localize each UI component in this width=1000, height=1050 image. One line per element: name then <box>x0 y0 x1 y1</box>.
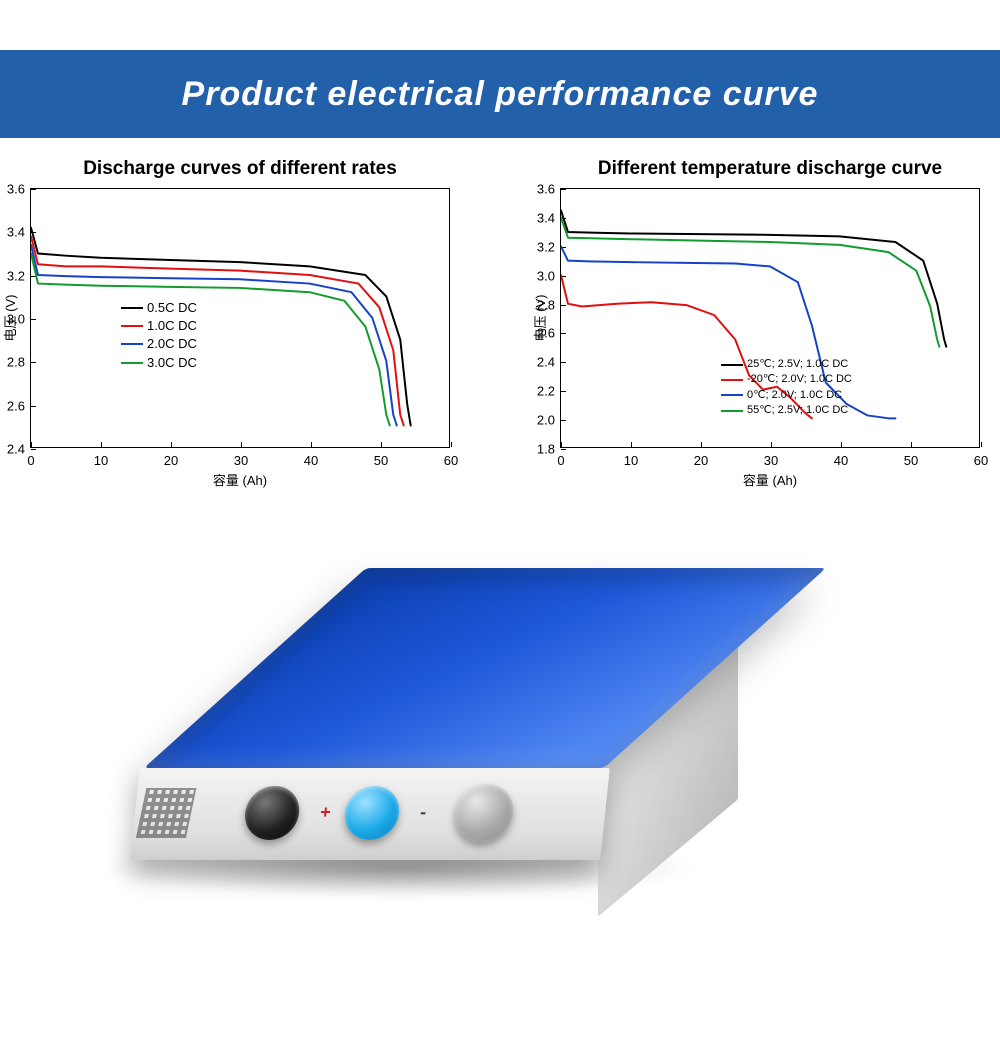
temperature-chart: 1.82.02.22.42.62.83.03.23.43.60102030405… <box>560 188 980 448</box>
temperature-chart-panel: Different temperature discharge curve 1.… <box>560 158 980 448</box>
y-tick-label: 2.8 <box>7 355 31 370</box>
x-tick-label: 60 <box>974 447 988 468</box>
y-tick-label: 3.6 <box>7 182 31 197</box>
x-axis-label: 容量 (Ah) <box>213 470 267 489</box>
data-series-line <box>31 236 404 425</box>
y-tick-label: 3.6 <box>537 182 561 197</box>
x-tick-label: 20 <box>694 447 708 468</box>
temperature-chart-title: Different temperature discharge curve <box>598 158 942 180</box>
legend-swatch <box>121 325 143 327</box>
x-tick-label: 40 <box>304 447 318 468</box>
legend-item: 25℃; 2.5V; 1.0C DC <box>721 357 852 372</box>
legend-label: -20℃; 2.0V; 1.0C DC <box>747 372 852 387</box>
x-tick-label: 0 <box>557 447 564 468</box>
legend-item: 3.0C DC <box>121 354 197 372</box>
battery-vent-cap <box>342 786 402 840</box>
battery-negative-terminal <box>242 786 302 840</box>
legend-swatch <box>121 362 143 364</box>
discharge-rate-chart-panel: Discharge curves of different rates 2.42… <box>30 158 450 448</box>
y-tick-label: 2.6 <box>7 398 31 413</box>
x-tick-mark <box>451 442 452 447</box>
legend-label: 0℃; 2.0V; 1.0C DC <box>747 388 842 403</box>
legend-item: -20℃; 2.0V; 1.0C DC <box>721 372 852 387</box>
data-series-line <box>31 228 411 426</box>
x-tick-label: 40 <box>834 447 848 468</box>
x-tick-mark <box>981 442 982 447</box>
discharge-rate-chart-title: Discharge curves of different rates <box>83 158 397 180</box>
battery-front-face: + - <box>130 768 610 860</box>
data-series-line <box>561 218 939 347</box>
x-tick-label: 50 <box>904 447 918 468</box>
discharge-rate-chart: 2.42.62.83.03.23.43.60102030405060电压 (V)… <box>30 188 450 448</box>
legend-label: 1.0C DC <box>147 317 197 335</box>
chart-legend: 25℃; 2.5V; 1.0C DC-20℃; 2.0V; 1.0C DC0℃;… <box>721 357 852 419</box>
data-series-line <box>561 211 946 347</box>
legend-label: 2.0C DC <box>147 335 197 353</box>
battery-qr-label <box>136 788 197 838</box>
y-axis-label: 电压 (V) <box>530 295 549 342</box>
battery-illustration: + - <box>0 508 1000 918</box>
battery-positive-terminal <box>452 784 516 842</box>
legend-label: 3.0C DC <box>147 354 197 372</box>
battery-negative-sign: - <box>419 802 427 823</box>
legend-item: 2.0C DC <box>121 335 197 353</box>
x-axis-label: 容量 (Ah) <box>743 470 797 489</box>
y-tick-label: 3.4 <box>537 210 561 225</box>
y-tick-label: 2.0 <box>537 413 561 428</box>
y-axis-label: 电压 (V) <box>0 295 19 342</box>
legend-swatch <box>721 364 743 366</box>
y-tick-label: 3.0 <box>537 268 561 283</box>
y-tick-label: 3.2 <box>537 239 561 254</box>
chart-plot-area <box>31 189 449 447</box>
x-tick-label: 10 <box>94 447 108 468</box>
x-tick-label: 0 <box>27 447 34 468</box>
legend-swatch <box>721 379 743 381</box>
y-tick-label: 3.2 <box>7 268 31 283</box>
y-tick-label: 2.2 <box>537 384 561 399</box>
y-tick-label: 2.4 <box>537 355 561 370</box>
x-tick-label: 60 <box>444 447 458 468</box>
header-band: Product electrical performance curve <box>0 50 1000 138</box>
charts-row: Discharge curves of different rates 2.42… <box>0 158 1000 448</box>
legend-swatch <box>721 394 743 396</box>
x-tick-label: 50 <box>374 447 388 468</box>
legend-swatch <box>721 410 743 412</box>
x-tick-label: 10 <box>624 447 638 468</box>
x-tick-label: 30 <box>234 447 248 468</box>
legend-label: 55℃; 2.5V; 1.0C DC <box>747 403 848 418</box>
battery-positive-sign: + <box>319 802 332 823</box>
legend-swatch <box>121 343 143 345</box>
legend-label: 0.5C DC <box>147 299 197 317</box>
legend-item: 0.5C DC <box>121 299 197 317</box>
legend-label: 25℃; 2.5V; 1.0C DC <box>747 357 848 372</box>
x-tick-label: 30 <box>764 447 778 468</box>
y-tick-label: 3.4 <box>7 225 31 240</box>
legend-item: 1.0C DC <box>121 317 197 335</box>
battery-body: + - <box>220 568 780 878</box>
chart-legend: 0.5C DC1.0C DC2.0C DC3.0C DC <box>121 299 197 372</box>
x-tick-label: 20 <box>164 447 178 468</box>
legend-item: 55℃; 2.5V; 1.0C DC <box>721 403 852 418</box>
legend-item: 0℃; 2.0V; 1.0C DC <box>721 388 852 403</box>
legend-swatch <box>121 307 143 309</box>
